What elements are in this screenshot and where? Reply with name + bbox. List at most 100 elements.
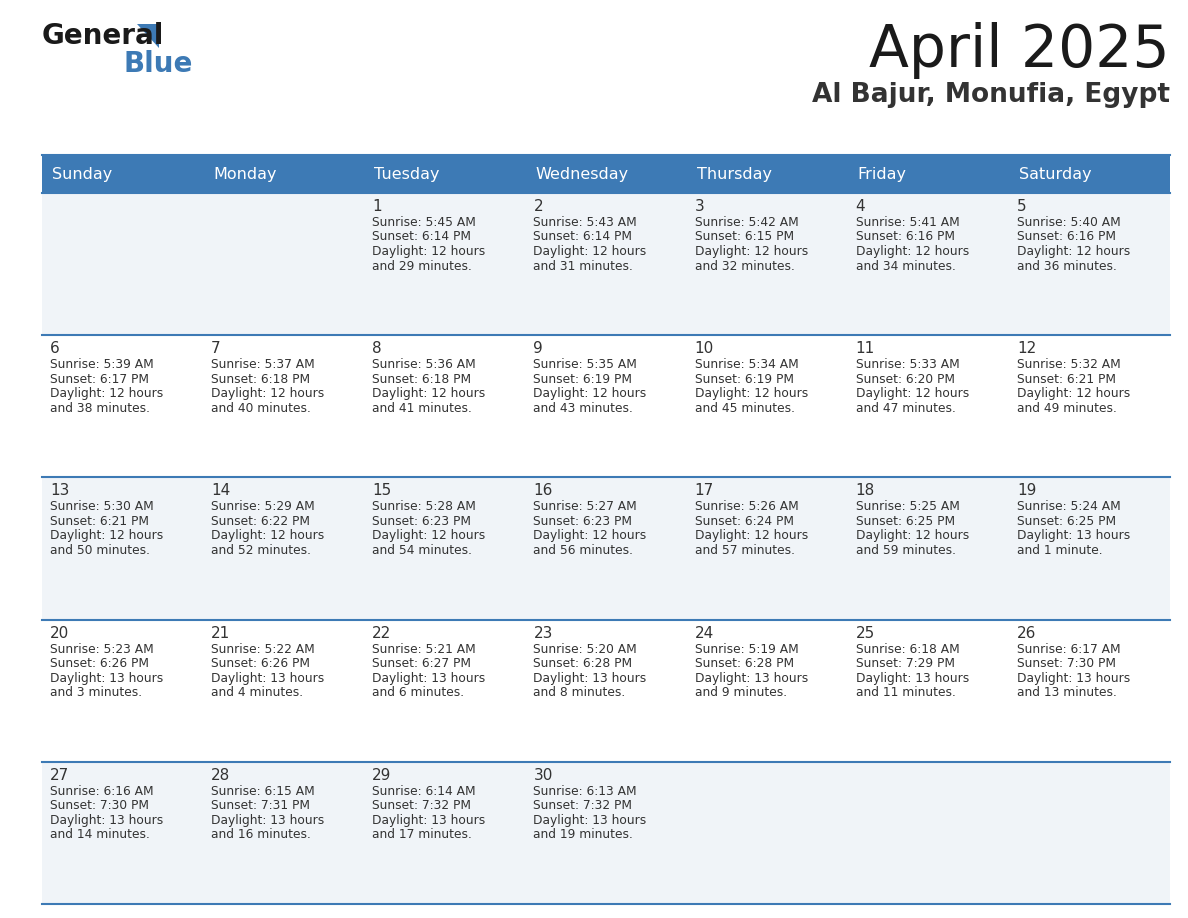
Text: Sunrise: 5:36 AM: Sunrise: 5:36 AM xyxy=(372,358,476,371)
Text: 15: 15 xyxy=(372,484,392,498)
Text: 9: 9 xyxy=(533,341,543,356)
Text: Sunset: 6:26 PM: Sunset: 6:26 PM xyxy=(211,657,310,670)
Text: Sunrise: 5:22 AM: Sunrise: 5:22 AM xyxy=(211,643,315,655)
Text: Thursday: Thursday xyxy=(696,166,771,182)
Text: 6: 6 xyxy=(50,341,59,356)
Text: Daylight: 13 hours: Daylight: 13 hours xyxy=(211,672,324,685)
Text: Sunset: 6:18 PM: Sunset: 6:18 PM xyxy=(372,373,472,386)
Text: and 3 minutes.: and 3 minutes. xyxy=(50,686,143,700)
Text: and 9 minutes.: and 9 minutes. xyxy=(695,686,786,700)
Text: Sunset: 6:26 PM: Sunset: 6:26 PM xyxy=(50,657,148,670)
Text: and 6 minutes.: and 6 minutes. xyxy=(372,686,465,700)
Text: 19: 19 xyxy=(1017,484,1036,498)
Text: Daylight: 12 hours: Daylight: 12 hours xyxy=(533,245,646,258)
Text: Daylight: 13 hours: Daylight: 13 hours xyxy=(372,672,486,685)
Text: Sunset: 6:25 PM: Sunset: 6:25 PM xyxy=(1017,515,1116,528)
Text: Sunset: 6:14 PM: Sunset: 6:14 PM xyxy=(533,230,632,243)
Text: Sunset: 6:17 PM: Sunset: 6:17 PM xyxy=(50,373,148,386)
Text: Daylight: 13 hours: Daylight: 13 hours xyxy=(372,813,486,827)
Text: 2: 2 xyxy=(533,199,543,214)
Text: Daylight: 13 hours: Daylight: 13 hours xyxy=(1017,530,1130,543)
Text: 4: 4 xyxy=(855,199,865,214)
Text: Daylight: 12 hours: Daylight: 12 hours xyxy=(695,245,808,258)
Text: 1: 1 xyxy=(372,199,381,214)
Text: Sunrise: 5:20 AM: Sunrise: 5:20 AM xyxy=(533,643,637,655)
Text: 16: 16 xyxy=(533,484,552,498)
Text: Daylight: 13 hours: Daylight: 13 hours xyxy=(855,672,969,685)
Text: Tuesday: Tuesday xyxy=(374,166,440,182)
Text: Sunset: 6:22 PM: Sunset: 6:22 PM xyxy=(211,515,310,528)
Text: Daylight: 12 hours: Daylight: 12 hours xyxy=(533,387,646,400)
Text: Friday: Friday xyxy=(858,166,906,182)
Text: Sunrise: 5:41 AM: Sunrise: 5:41 AM xyxy=(855,216,960,229)
Text: Sunrise: 5:29 AM: Sunrise: 5:29 AM xyxy=(211,500,315,513)
Text: Sunrise: 6:16 AM: Sunrise: 6:16 AM xyxy=(50,785,153,798)
Text: Daylight: 13 hours: Daylight: 13 hours xyxy=(50,813,163,827)
Text: Blue: Blue xyxy=(124,50,194,78)
Text: Sunset: 6:19 PM: Sunset: 6:19 PM xyxy=(533,373,632,386)
Text: Sunrise: 5:42 AM: Sunrise: 5:42 AM xyxy=(695,216,798,229)
Text: Saturday: Saturday xyxy=(1019,166,1092,182)
Text: Sunset: 6:25 PM: Sunset: 6:25 PM xyxy=(855,515,955,528)
Text: Sunrise: 6:14 AM: Sunrise: 6:14 AM xyxy=(372,785,476,798)
Text: Sunrise: 5:34 AM: Sunrise: 5:34 AM xyxy=(695,358,798,371)
Bar xyxy=(42,193,1170,335)
Text: Sunrise: 5:30 AM: Sunrise: 5:30 AM xyxy=(50,500,153,513)
Text: Sunset: 6:27 PM: Sunset: 6:27 PM xyxy=(372,657,472,670)
Text: Sunset: 6:19 PM: Sunset: 6:19 PM xyxy=(695,373,794,386)
Text: and 40 minutes.: and 40 minutes. xyxy=(211,402,311,415)
Text: Sunrise: 5:25 AM: Sunrise: 5:25 AM xyxy=(855,500,960,513)
Text: 21: 21 xyxy=(211,625,230,641)
Text: 20: 20 xyxy=(50,625,69,641)
Text: and 52 minutes.: and 52 minutes. xyxy=(211,543,311,557)
Text: and 57 minutes.: and 57 minutes. xyxy=(695,543,795,557)
Text: and 38 minutes.: and 38 minutes. xyxy=(50,402,150,415)
Text: 24: 24 xyxy=(695,625,714,641)
Text: Sunrise: 5:19 AM: Sunrise: 5:19 AM xyxy=(695,643,798,655)
Text: and 36 minutes.: and 36 minutes. xyxy=(1017,260,1117,273)
Text: and 59 minutes.: and 59 minutes. xyxy=(855,543,955,557)
Text: Daylight: 13 hours: Daylight: 13 hours xyxy=(211,813,324,827)
Text: Sunset: 6:23 PM: Sunset: 6:23 PM xyxy=(533,515,632,528)
Text: Sunrise: 5:23 AM: Sunrise: 5:23 AM xyxy=(50,643,153,655)
Text: and 16 minutes.: and 16 minutes. xyxy=(211,828,311,841)
Text: Daylight: 12 hours: Daylight: 12 hours xyxy=(1017,245,1130,258)
Text: 13: 13 xyxy=(50,484,69,498)
Text: Daylight: 12 hours: Daylight: 12 hours xyxy=(211,387,324,400)
Text: Sunrise: 5:43 AM: Sunrise: 5:43 AM xyxy=(533,216,637,229)
Text: Sunrise: 5:35 AM: Sunrise: 5:35 AM xyxy=(533,358,637,371)
Text: Daylight: 12 hours: Daylight: 12 hours xyxy=(533,530,646,543)
Text: 10: 10 xyxy=(695,341,714,356)
Text: 12: 12 xyxy=(1017,341,1036,356)
Text: and 31 minutes.: and 31 minutes. xyxy=(533,260,633,273)
Text: 8: 8 xyxy=(372,341,381,356)
Text: Sunrise: 5:39 AM: Sunrise: 5:39 AM xyxy=(50,358,153,371)
Text: Daylight: 13 hours: Daylight: 13 hours xyxy=(1017,672,1130,685)
Text: and 19 minutes.: and 19 minutes. xyxy=(533,828,633,841)
Text: Sunset: 7:30 PM: Sunset: 7:30 PM xyxy=(50,800,148,812)
Text: and 41 minutes.: and 41 minutes. xyxy=(372,402,472,415)
Text: Sunset: 6:21 PM: Sunset: 6:21 PM xyxy=(1017,373,1116,386)
Bar xyxy=(42,620,1170,762)
Text: Sunset: 6:24 PM: Sunset: 6:24 PM xyxy=(695,515,794,528)
Text: and 14 minutes.: and 14 minutes. xyxy=(50,828,150,841)
Text: Daylight: 12 hours: Daylight: 12 hours xyxy=(1017,387,1130,400)
Text: Daylight: 12 hours: Daylight: 12 hours xyxy=(211,530,324,543)
Text: Sunset: 6:16 PM: Sunset: 6:16 PM xyxy=(1017,230,1116,243)
Text: Sunset: 6:23 PM: Sunset: 6:23 PM xyxy=(372,515,472,528)
Text: 23: 23 xyxy=(533,625,552,641)
Text: Sunrise: 6:15 AM: Sunrise: 6:15 AM xyxy=(211,785,315,798)
Text: Daylight: 12 hours: Daylight: 12 hours xyxy=(855,530,969,543)
Text: Daylight: 12 hours: Daylight: 12 hours xyxy=(372,530,486,543)
Text: Sunset: 6:28 PM: Sunset: 6:28 PM xyxy=(695,657,794,670)
Text: Wednesday: Wednesday xyxy=(536,166,628,182)
Text: Daylight: 12 hours: Daylight: 12 hours xyxy=(372,387,486,400)
Bar xyxy=(42,762,1170,904)
Text: and 13 minutes.: and 13 minutes. xyxy=(1017,686,1117,700)
Text: Sunrise: 5:27 AM: Sunrise: 5:27 AM xyxy=(533,500,637,513)
Text: Sunrise: 5:40 AM: Sunrise: 5:40 AM xyxy=(1017,216,1120,229)
Text: Sunrise: 6:13 AM: Sunrise: 6:13 AM xyxy=(533,785,637,798)
Text: Sunset: 7:29 PM: Sunset: 7:29 PM xyxy=(855,657,955,670)
Text: 27: 27 xyxy=(50,767,69,783)
Text: Sunset: 6:18 PM: Sunset: 6:18 PM xyxy=(211,373,310,386)
